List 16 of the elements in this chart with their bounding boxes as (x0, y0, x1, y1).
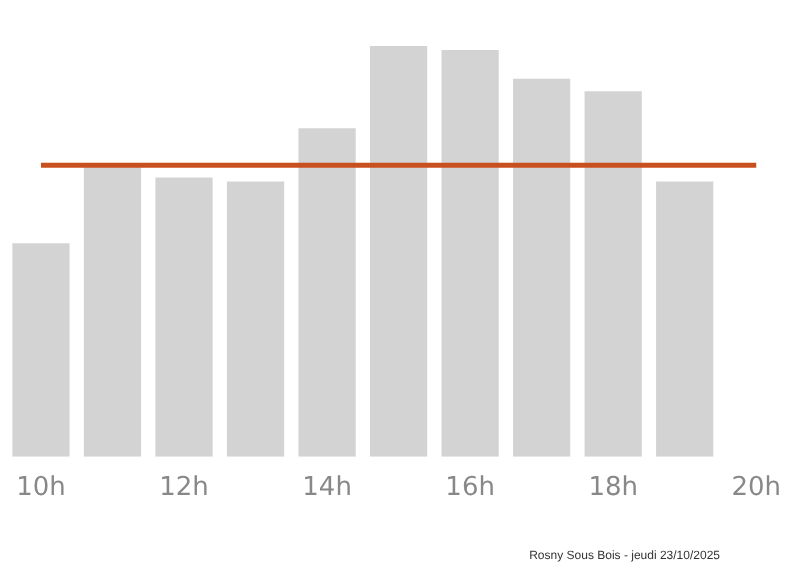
x-tick-label: 10h (16, 473, 66, 504)
bar (12, 243, 70, 457)
x-tick-label: 14h (302, 473, 352, 504)
bar (441, 50, 499, 457)
bar (83, 165, 142, 457)
bar (226, 181, 285, 457)
x-tick-label: 20h (731, 473, 782, 504)
bar (298, 128, 356, 457)
bar (584, 91, 642, 457)
x-tick-label: 18h (588, 473, 638, 504)
x-tick-label: 16h (445, 473, 495, 504)
bar (513, 78, 571, 457)
x-tick-label: 12h (159, 473, 209, 504)
bar (155, 177, 213, 457)
bar (369, 46, 428, 457)
bar (656, 181, 714, 457)
